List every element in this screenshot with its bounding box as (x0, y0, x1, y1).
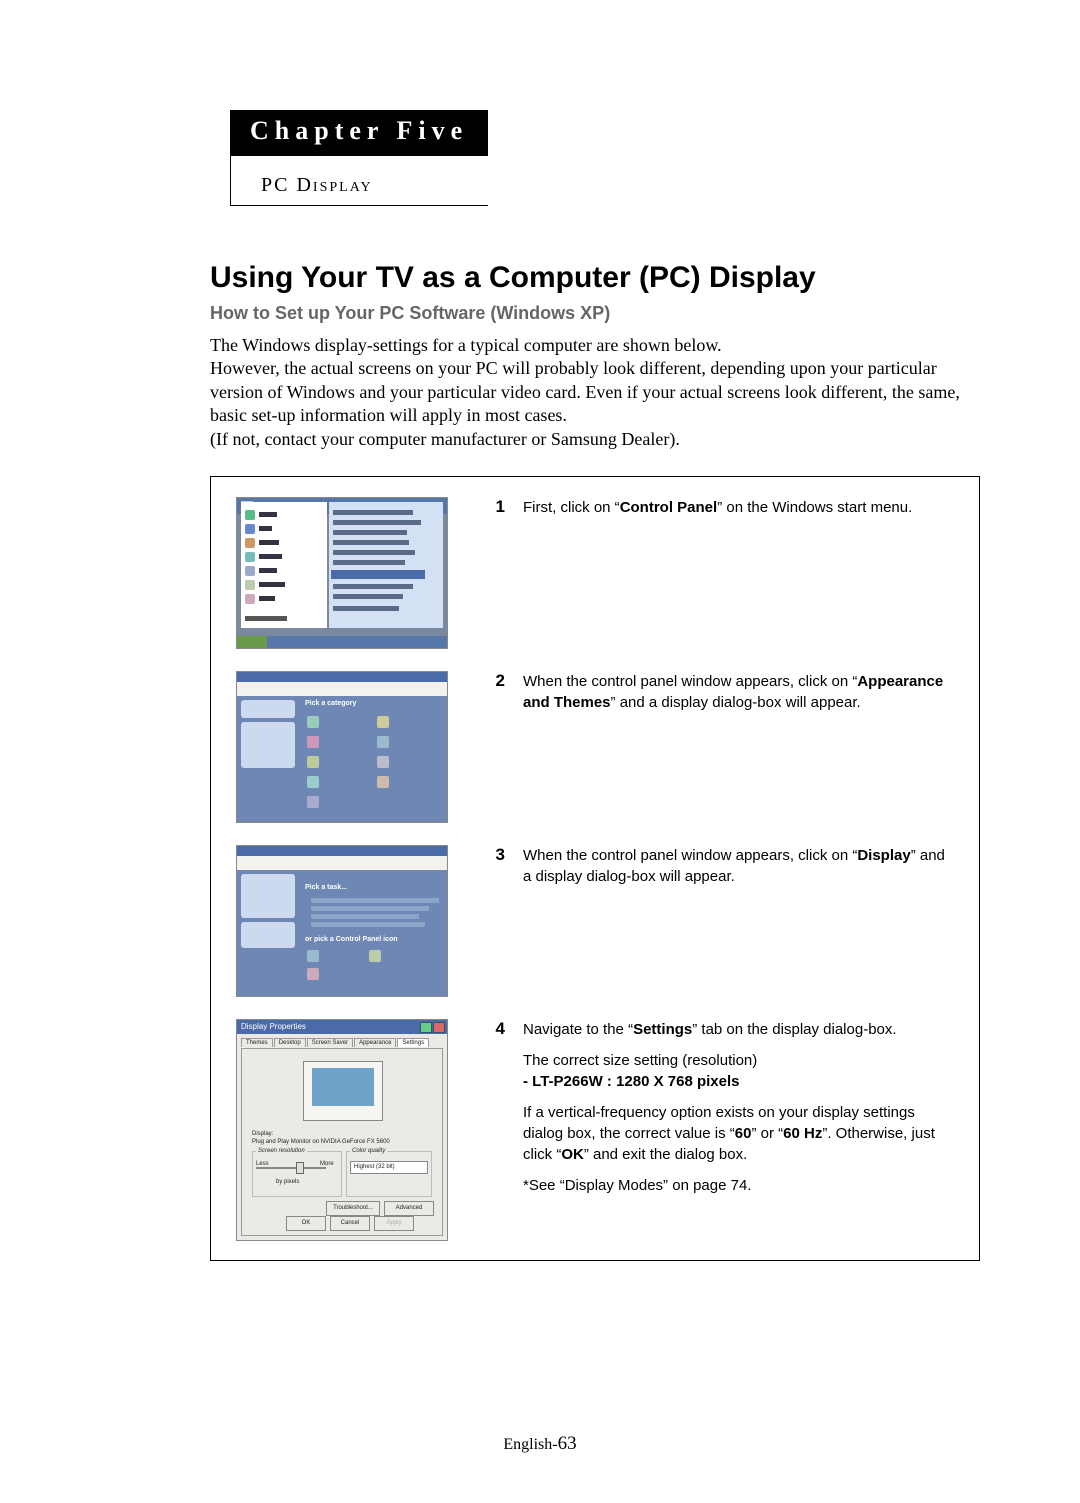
tabs: Themes Desktop Screen Saver Appearance S… (241, 1038, 429, 1047)
steps-container: 1 First, click on “Control Panel” on the… (210, 476, 980, 1261)
step-text: Navigate to the “Settings” tab on the di… (523, 1019, 954, 1206)
step-row: 1 First, click on “Control Panel” on the… (236, 497, 954, 649)
section-subheading: How to Set up Your PC Software (Windows … (210, 303, 980, 324)
chapter-subtitle: PC Display (231, 156, 488, 205)
screenshot-start-menu (236, 497, 448, 649)
step-row: Pick a category 2 When the control panel… (236, 671, 954, 823)
manual-page: Chapter Five PC Display Using Your TV as… (0, 0, 1080, 1503)
chapter-header: Chapter Five PC Display (230, 110, 980, 206)
step-text: When the control panel window appears, c… (523, 845, 954, 897)
step-number: 3 (483, 845, 505, 865)
step-text: When the control panel window appears, c… (523, 671, 954, 723)
page-title: Using Your TV as a Computer (PC) Display (210, 261, 980, 295)
step-text: First, click on “Control Panel” on the W… (523, 497, 954, 528)
step-number: 4 (483, 1019, 505, 1039)
screenshot-appearance-themes: Pick a task... or pick a Control Panel i… (236, 845, 448, 997)
step-row: Display Properties Themes Desktop Screen… (236, 1019, 954, 1241)
intro-paragraph: The Windows display-settings for a typic… (210, 334, 980, 451)
page-footer: English-63 (0, 1433, 1080, 1455)
screenshot-display-properties: Display Properties Themes Desktop Screen… (236, 1019, 448, 1241)
chapter-label: Chapter Five (230, 110, 488, 156)
step-row: Pick a task... or pick a Control Panel i… (236, 845, 954, 997)
step-number: 2 (483, 671, 505, 691)
screenshot-control-panel: Pick a category (236, 671, 448, 823)
step-number: 1 (483, 497, 505, 517)
